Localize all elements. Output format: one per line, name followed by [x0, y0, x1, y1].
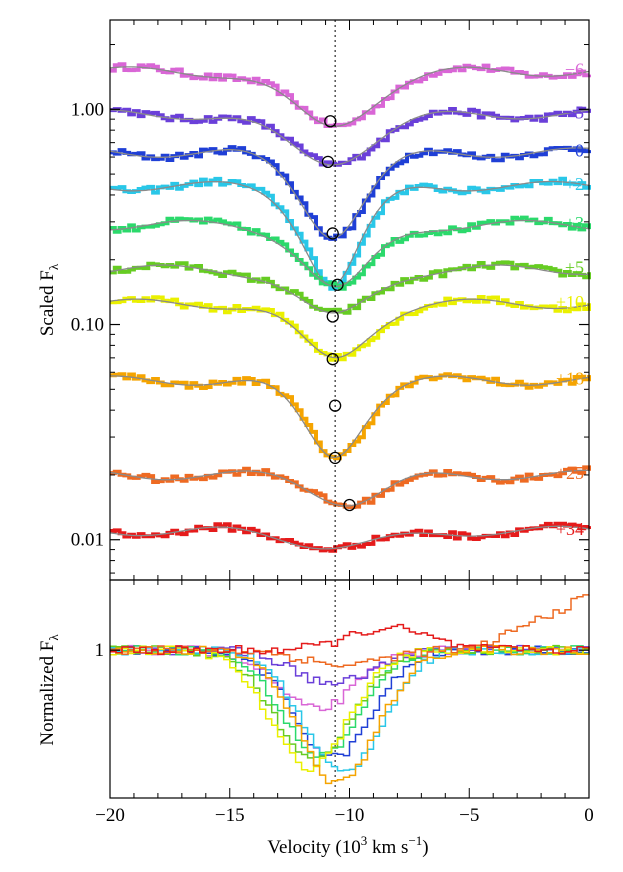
velocity-marker-7 [328, 451, 342, 465]
bottom-y-label-main: Normalized F [37, 641, 58, 746]
top-series-6: +10 [109, 292, 591, 362]
top-spectrum-3 [110, 176, 591, 291]
x-label-end: km s [367, 837, 408, 858]
top-model-fit-2 [109, 147, 590, 239]
top-series-2: 0 [109, 141, 591, 241]
top-spectrum-8 [110, 465, 591, 509]
x-label-sup2: −1 [408, 833, 422, 848]
epoch-label-9: +34 [556, 519, 584, 539]
epoch-label-0: −6 [565, 60, 584, 80]
top-y-tick-label-2: 0.01 [71, 530, 104, 551]
epoch-label-4: +3 [565, 213, 584, 233]
axis-labels: Scaled Fλ Normalized Fλ Velocity (103 km… [37, 263, 429, 858]
x-tick-label-3: −5 [459, 805, 479, 826]
epoch-label-5: +5 [565, 258, 584, 278]
normalized-spectrum-2 [110, 644, 590, 757]
x-axis-label: Velocity (103 km s−1) [267, 833, 428, 858]
top-spectrum-6 [110, 295, 591, 362]
normalized-spectrum-4 [110, 645, 590, 758]
epoch-label-3: +2 [565, 174, 584, 194]
top-y-tick-label-0: 1.00 [71, 99, 104, 120]
velocity-marker-1 [321, 155, 335, 168]
bottom-y-tick-label-0: 1 [95, 640, 105, 661]
velocity-marker-4 [326, 310, 339, 323]
top-spectrum-5 [110, 260, 591, 315]
epoch-label-8: +25 [556, 463, 584, 483]
top-series-9: +34 [109, 519, 591, 553]
top-model-fit-8 [109, 469, 589, 507]
normalized-spectrum-8 [110, 594, 590, 668]
x-tick-label-2: −10 [335, 805, 365, 826]
top-spectrum-0 [110, 62, 591, 128]
x-label-main: Velocity (10 [267, 837, 360, 858]
top-model-fit-1 [109, 109, 590, 166]
velocity-marker-3 [331, 278, 344, 291]
top-model-fit-7 [109, 375, 590, 459]
top-series-7: +18 [109, 369, 591, 461]
x-tick-label-4: 0 [584, 805, 594, 826]
top-spectrum-9 [110, 521, 591, 553]
top-spectrum-7 [110, 372, 591, 461]
x-tick-label-1: −15 [215, 805, 245, 826]
bottom-y-label-sub: λ [46, 634, 61, 641]
epoch-label-2: 0 [575, 141, 584, 161]
velocity-marker-2 [326, 227, 339, 240]
top-model-fit-9 [109, 525, 590, 550]
top-y-axis-label: Scaled Fλ [37, 263, 61, 336]
top-series-3: +2 [109, 174, 591, 291]
top-y-label-sub: λ [46, 263, 61, 270]
top-model-fit-4 [109, 219, 590, 288]
velocity-marker-5 [326, 353, 339, 366]
epoch-label-6: +10 [556, 292, 584, 312]
epoch-label-1: −5 [565, 102, 584, 122]
top-series-1: −5 [109, 102, 591, 167]
top-y-label-main: Scaled F [37, 270, 58, 336]
epoch-label-7: +18 [556, 369, 584, 389]
top-series-5: +5 [109, 258, 591, 315]
top-model-fit-0 [109, 66, 590, 127]
top-series-4: +3 [109, 213, 591, 291]
normalized-spectrum-9 [110, 623, 590, 656]
velocity-marker-8 [343, 498, 356, 512]
x-label-close: ) [422, 837, 428, 858]
velocity-marker-0 [324, 115, 337, 128]
x-label-sup: 3 [361, 833, 368, 848]
bottom-y-axis-label: Normalized Fλ [37, 634, 61, 746]
x-tick-label-0: −20 [95, 805, 125, 826]
top-model-fit-5 [109, 264, 590, 314]
top-panel: −6 −5 0 +2 +3 +5 +10 +18 +25 +34 1.00 0.10 0.01 [71, 19, 591, 798]
top-model-fit-6 [109, 298, 590, 359]
top-y-tick-label-1: 0.10 [71, 315, 104, 336]
top-plot-frame [109, 19, 590, 581]
top-series-0: −6 [109, 60, 591, 128]
top-spectrum-1 [110, 106, 591, 167]
top-model-fit-3 [109, 180, 590, 287]
top-series-8: +25 [109, 463, 591, 509]
bottom-panel: 1 −20 −15 −10 −5 0 [95, 579, 594, 826]
